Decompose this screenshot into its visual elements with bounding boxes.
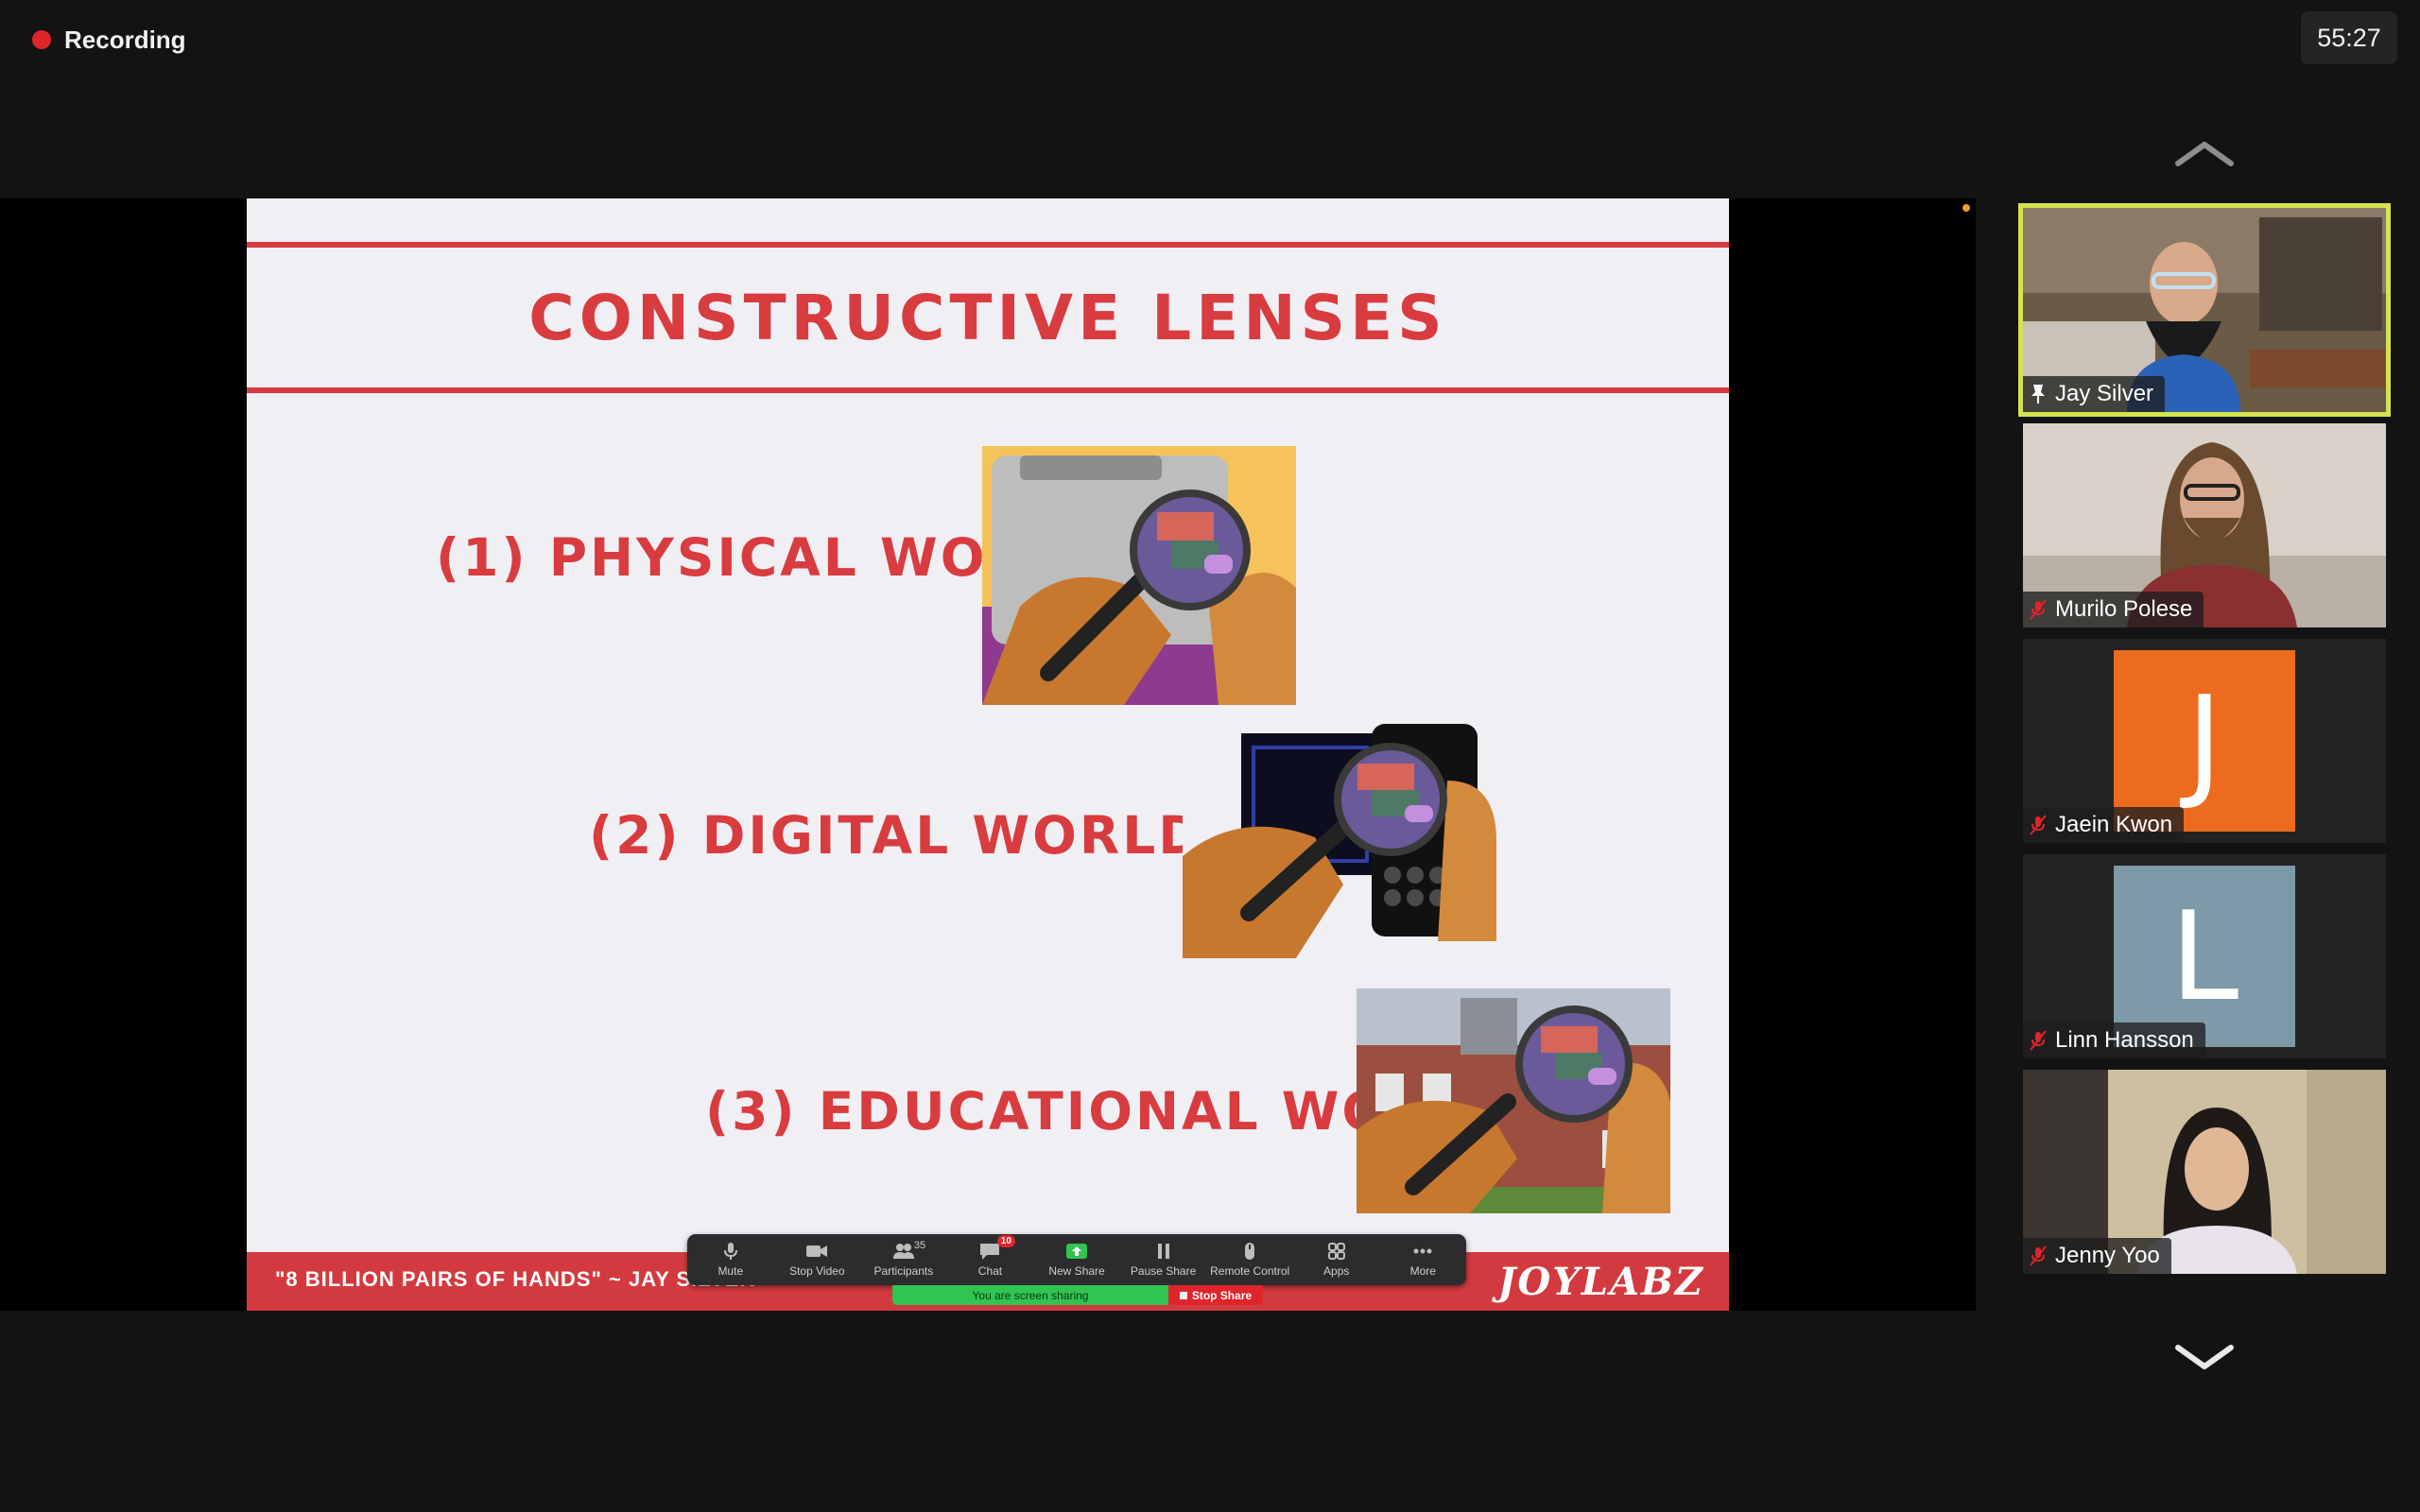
stop-video-button[interactable]: Stop Video [774, 1234, 861, 1285]
participant-tile-murilo-polese[interactable]: Murilo Polese [2023, 423, 2386, 627]
participants-button[interactable]: 35 Participants [860, 1234, 947, 1285]
apps-icon [1325, 1242, 1348, 1261]
stop-share-label: Stop Share [1191, 1288, 1253, 1302]
stop-icon [1179, 1291, 1187, 1299]
slide-top-rule [247, 242, 1729, 248]
remote-control-button[interactable]: Remote Control [1206, 1234, 1293, 1285]
pin-icon [2031, 385, 2045, 404]
remote-control-label: Remote Control [1210, 1264, 1290, 1278]
stop-video-label: Stop Video [789, 1264, 845, 1278]
slide-footer-caption: "8 BILLION PAIRS OF HANDS" ~ JAY SILVER [275, 1267, 756, 1291]
participant-name: Linn Hansson [2055, 1027, 2194, 1053]
mute-label: Mute [717, 1264, 744, 1278]
recording-label: Recording [64, 25, 186, 54]
new-share-label: New Share [1048, 1264, 1105, 1278]
participant-name: Jenny Yoo [2055, 1243, 2160, 1268]
more-icon [1411, 1242, 1434, 1261]
participant-video [2023, 1070, 2386, 1274]
chat-label: Chat [977, 1264, 1003, 1278]
participant-name-tag: Jaein Kwon [2023, 807, 2185, 843]
meeting-timer: 55:27 [2301, 11, 2397, 64]
avatar: L [2114, 866, 2295, 1047]
share-screen-icon [1065, 1242, 1088, 1261]
gallery-scroll-down-icon[interactable] [2174, 1342, 2235, 1374]
mouse-icon [1238, 1242, 1261, 1261]
participant-tile-jaein-kwon[interactable]: J Jaein Kwon [2023, 639, 2386, 843]
presentation-slide: CONSTRUCTIVE LENSES (1) PHYSICAL WORLD (… [247, 198, 1729, 1311]
screen-sharing-status-bar: You are screen sharing Stop Share [892, 1285, 1263, 1305]
participant-name-tag: Linn Hansson [2023, 1022, 2205, 1058]
sharing-status-text: You are screen sharing [972, 1288, 1089, 1302]
mic-muted-icon [2030, 1030, 2047, 1051]
slide-title-rule [247, 387, 1729, 393]
video-camera-icon [805, 1242, 828, 1261]
participant-name-tag: Jenny Yoo [2023, 1238, 2171, 1274]
screen-share-indicator-dot [1962, 204, 1970, 212]
school-magnifier-illustration-icon [1357, 988, 1670, 1213]
new-share-button[interactable]: New Share [1033, 1234, 1120, 1285]
more-label: More [1409, 1264, 1436, 1278]
participants-count: 35 [913, 1240, 926, 1251]
participant-tile-jay-silver[interactable]: Jay Silver [2018, 203, 2391, 417]
mic-muted-icon [2030, 599, 2047, 620]
participants-label: Participants [873, 1264, 934, 1278]
participants-icon [892, 1242, 915, 1261]
participant-name-tag: Jay Silver [2023, 376, 2166, 412]
participant-name: Jay Silver [2055, 381, 2154, 406]
participant-name: Jaein Kwon [2055, 812, 2173, 837]
mic-muted-icon [2030, 1246, 2047, 1266]
participant-name-tag: Murilo Polese [2023, 592, 2204, 627]
toaster-magnifier-illustration-icon [982, 446, 1296, 705]
screen-sharing-message: You are screen sharing [892, 1285, 1168, 1305]
microphone-icon [719, 1242, 742, 1261]
chat-unread-badge: 10 [996, 1235, 1015, 1247]
phone-magnifier-illustration-icon [1183, 724, 1496, 958]
slide-title: CONSTRUCTIVE LENSES [528, 282, 1447, 354]
recording-indicator[interactable]: Recording [32, 23, 186, 57]
participant-tile-linn-hansson[interactable]: L Linn Hansson [2023, 854, 2386, 1058]
participant-video [2023, 423, 2386, 627]
gallery-scroll-up-icon[interactable] [2174, 137, 2235, 169]
pause-share-button[interactable]: Pause Share [1120, 1234, 1207, 1285]
participant-tile-jenny-yoo[interactable]: Jenny Yoo [2023, 1070, 2386, 1274]
joylabz-logo: JOYLABZ [1497, 1260, 1704, 1304]
mute-button[interactable]: Mute [687, 1234, 774, 1285]
participant-name: Murilo Polese [2055, 596, 2193, 622]
apps-label: Apps [1323, 1264, 1350, 1278]
recording-dot-icon [32, 30, 51, 49]
chat-icon [978, 1242, 1001, 1261]
screen-share-toolbar: Mute Stop Video 35 Participants 10 Chat … [687, 1234, 1466, 1285]
apps-button[interactable]: Apps [1293, 1234, 1380, 1285]
pause-share-label: Pause Share [1130, 1264, 1197, 1278]
mic-muted-icon [2030, 815, 2047, 835]
slide-item-digital-world: (2) DIGITAL WORLD [589, 805, 1204, 866]
stop-share-button[interactable]: Stop Share [1168, 1285, 1263, 1305]
chat-button[interactable]: 10 Chat [947, 1234, 1034, 1285]
avatar: J [2114, 650, 2295, 832]
more-button[interactable]: More [1380, 1234, 1467, 1285]
pause-icon [1152, 1242, 1175, 1261]
